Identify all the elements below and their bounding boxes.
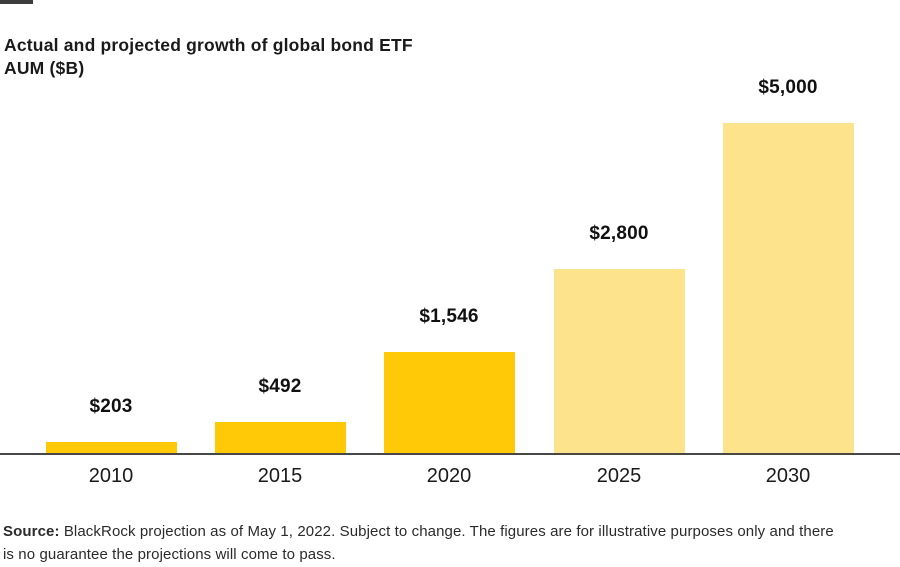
chart-title: Actual and projected growth of global bo… (4, 34, 413, 80)
x-axis-label-2025: 2025 (596, 465, 642, 487)
source-text-line1: BlackRock projection as of May 1, 2022. … (59, 523, 834, 540)
source-note: Source: BlackRock projection as of May 1… (3, 520, 897, 566)
bar-value-label-2015: $492 (258, 376, 302, 398)
top-left-accent-bar (0, 0, 33, 4)
chart-title-line2: AUM ($B) (4, 58, 85, 78)
bar-2010-actual (45, 441, 177, 455)
bar-2020-actual (383, 352, 515, 455)
bar-value-label-2020: $1,546 (419, 306, 479, 328)
x-axis-label-2015: 2015 (257, 465, 303, 487)
bar-value-label-2010: $203 (89, 395, 133, 417)
bar-2015-actual (214, 422, 346, 455)
x-axis-label-2020: 2020 (426, 465, 472, 487)
x-axis-line (0, 453, 900, 455)
bar-value-label-2025: $2,800 (589, 223, 649, 245)
x-axis-label-2010: 2010 (88, 465, 134, 487)
source-text-line2: is no guarantee the projections will com… (3, 546, 336, 563)
source-label: Source: (3, 523, 60, 540)
bar-2025-projected (553, 269, 685, 455)
chart-title-line1: Actual and projected growth of global bo… (4, 35, 413, 55)
x-axis-label-2030: 2030 (765, 465, 811, 487)
bar-2030-projected (722, 123, 854, 455)
bar-value-label-2030: $5,000 (758, 77, 818, 98)
